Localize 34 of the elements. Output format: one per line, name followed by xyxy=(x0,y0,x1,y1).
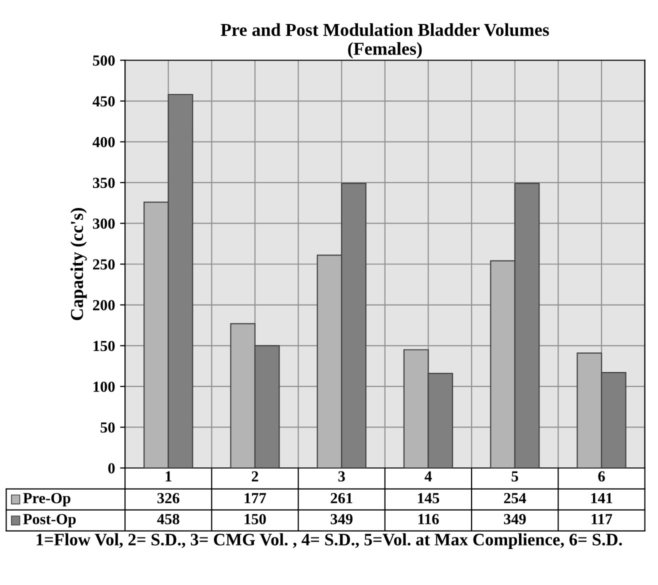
legend-label: Post-Op xyxy=(23,514,76,528)
y-tick-label: 400 xyxy=(92,136,115,148)
y-tick-label: 350 xyxy=(92,178,115,188)
data-label: 458 xyxy=(157,514,180,524)
x-tick-label: 1 xyxy=(166,471,172,482)
data-label: 326 xyxy=(157,493,180,504)
y-tick-label: 150 xyxy=(94,340,115,352)
data-label: 261 xyxy=(330,493,352,504)
data-label: 349 xyxy=(504,514,526,524)
y-tick-label: 500 xyxy=(92,55,115,66)
legend-label: Pre-Op xyxy=(23,493,70,506)
data-label: 116 xyxy=(418,514,439,524)
data-label: 177 xyxy=(244,493,266,504)
y-tick-label: 450 xyxy=(92,96,115,106)
y-tick-label: 50 xyxy=(100,422,115,433)
data-label: 254 xyxy=(504,493,526,504)
x-tick-label: 5 xyxy=(512,471,518,482)
data-label: 141 xyxy=(591,493,612,504)
text: 1=Flow Vol, 2= S.D., 3= CMG Vol. , 4= S.D., 5=Vol. at Max Complience, 6= S.D. xyxy=(36,533,622,549)
x-tick-label: 2 xyxy=(252,471,258,482)
y-axis-title: Capacity (cc's) xyxy=(70,208,87,320)
data-label: 150 xyxy=(244,514,266,524)
x-tick-label: 3 xyxy=(338,471,345,482)
y-tick-label: 250 xyxy=(93,259,115,270)
data-label: 349 xyxy=(330,514,353,524)
y-tick-label: 100 xyxy=(94,382,115,392)
y-tick-label: 200 xyxy=(93,300,115,310)
y-tick-label: 0 xyxy=(108,463,115,474)
y-tick-label: 300 xyxy=(92,218,115,229)
chart-title: Pre and Post Modulation Bladder Volumes (Females) xyxy=(220,23,549,59)
data-label: 117 xyxy=(592,514,612,524)
x-tick-label: 6 xyxy=(598,471,605,482)
data-label: 145 xyxy=(418,493,440,504)
x-tick-label: 4 xyxy=(424,471,432,482)
